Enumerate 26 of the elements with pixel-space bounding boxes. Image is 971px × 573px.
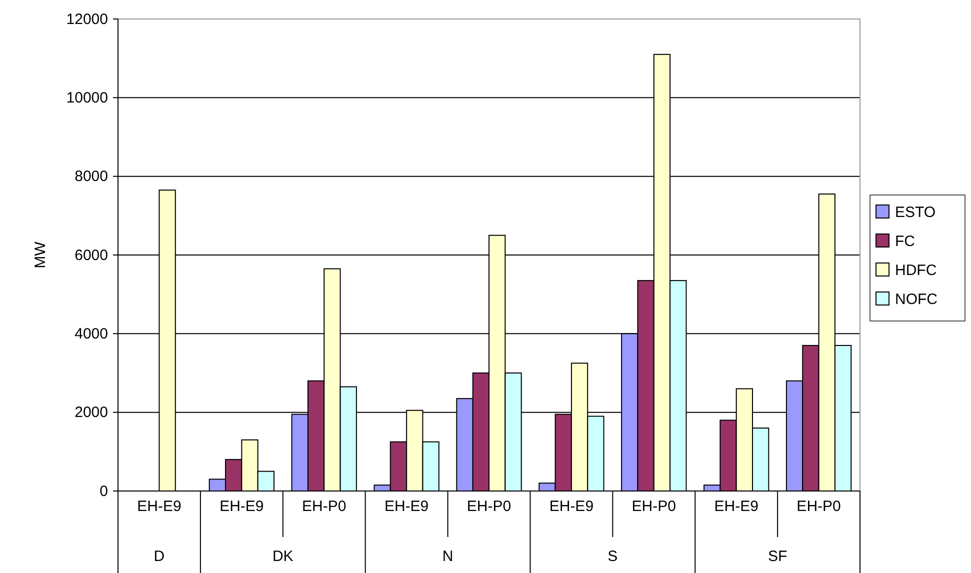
y-tick-label: 8000 bbox=[74, 168, 108, 186]
y-tick-label: 0 bbox=[100, 482, 108, 500]
text: S bbox=[608, 548, 618, 565]
text: DK bbox=[272, 548, 294, 565]
x-tick-label: EH-E9 bbox=[384, 498, 429, 515]
x-tick-label: EH-E9 bbox=[549, 498, 594, 515]
x-tick-label: EH-E9 bbox=[714, 498, 758, 515]
x-tick-label: EH-P0 bbox=[632, 498, 676, 515]
legend-label: ESTO bbox=[895, 204, 936, 221]
text: SF bbox=[768, 548, 788, 565]
legend-label: NOFC bbox=[895, 291, 938, 308]
y-tick-label: 12000 bbox=[66, 10, 108, 28]
x-tick-label: EH-P0 bbox=[302, 498, 346, 515]
x-tick-label: EH-P0 bbox=[796, 498, 841, 515]
x-tick-label: EH-E9 bbox=[137, 498, 182, 515]
y-tick-label: 2000 bbox=[74, 404, 108, 422]
x-tick-label: EH-E9 bbox=[220, 498, 264, 515]
text: N bbox=[442, 548, 454, 565]
text: D bbox=[154, 548, 165, 565]
legend-label: FC bbox=[895, 233, 916, 250]
legend-label: HDFC bbox=[895, 262, 937, 279]
y-tick-label: 6000 bbox=[74, 246, 108, 264]
x-tick-label: EH-P0 bbox=[466, 498, 512, 515]
y-tick-label: 10000 bbox=[66, 89, 108, 106]
y-axis-title: MW bbox=[32, 240, 49, 268]
y-tick-label: 4000 bbox=[74, 325, 108, 342]
